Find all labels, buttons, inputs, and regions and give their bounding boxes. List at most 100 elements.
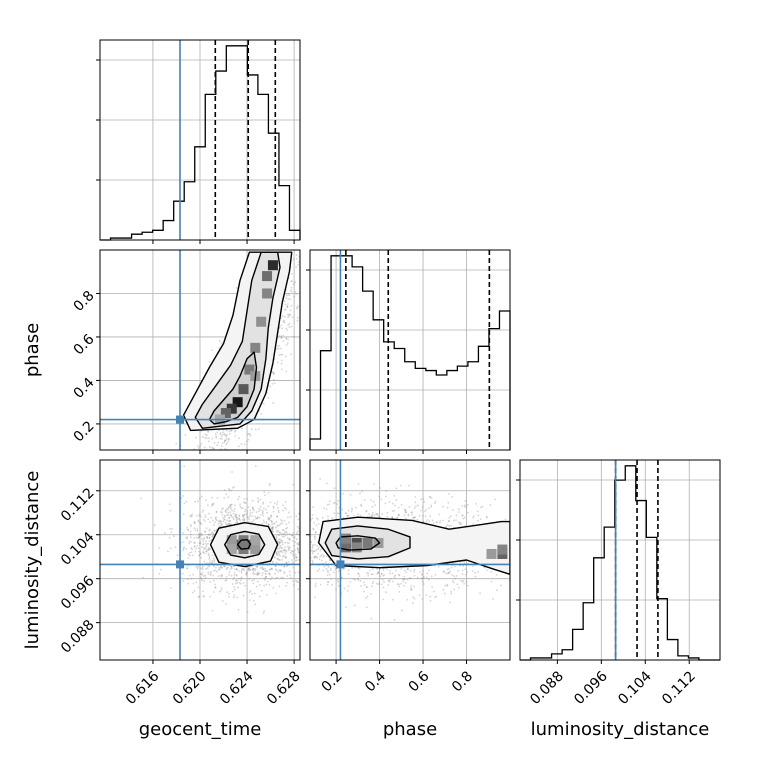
sample-point (278, 543, 281, 545)
sample-point (198, 595, 201, 598)
sample-point (242, 501, 245, 504)
sample-point (189, 536, 192, 539)
sample-point (176, 469, 178, 471)
sample-point (293, 557, 296, 560)
sample-point (267, 518, 270, 521)
sample-point (237, 609, 240, 611)
sample-point (288, 313, 291, 316)
sample-point (381, 513, 384, 516)
sample-point (490, 580, 493, 583)
sample-point (486, 569, 488, 572)
sample-point (242, 517, 245, 519)
sample-point (214, 566, 217, 569)
sample-point (256, 573, 259, 576)
sample-point (227, 496, 230, 499)
sample-point (193, 527, 196, 530)
sample-point (199, 541, 202, 544)
sample-point (446, 524, 449, 527)
sample-point (530, 507, 532, 509)
sample-point (313, 543, 316, 546)
sample-point (347, 509, 350, 512)
sample-point (189, 525, 192, 528)
sample-point (290, 534, 293, 537)
sample-point (254, 568, 257, 570)
sample-point (379, 486, 382, 489)
sample-point (377, 571, 380, 573)
sample-point (391, 510, 394, 512)
sample-point (188, 497, 190, 499)
sample-point (317, 546, 320, 549)
sample-point (278, 569, 281, 572)
sample-point (247, 568, 250, 571)
sample-point (218, 454, 220, 456)
sample-point (393, 577, 396, 580)
sample-point (400, 582, 402, 585)
sample-point (314, 536, 316, 539)
sample-point (230, 514, 233, 516)
sample-point (295, 293, 298, 296)
sample-point (313, 554, 315, 556)
sample-point (280, 569, 282, 572)
sample-point (241, 567, 244, 570)
sample-point (219, 519, 222, 522)
sample-point (260, 509, 262, 511)
sample-point (220, 575, 223, 578)
sample-point (272, 373, 275, 376)
sample-point (287, 511, 290, 514)
sample-point (283, 319, 286, 322)
sample-point (204, 433, 207, 436)
sample-point (280, 337, 283, 340)
sample-point (256, 517, 259, 519)
sample-point (233, 510, 235, 513)
sample-point (402, 580, 405, 583)
sample-point (295, 533, 298, 536)
sample-point (289, 551, 292, 554)
sample-point (196, 529, 199, 532)
sample-point (444, 584, 447, 587)
sample-point (193, 590, 196, 592)
sample-point (205, 434, 208, 437)
sample-point (313, 550, 316, 553)
sample-point (283, 315, 286, 318)
sample-point (301, 555, 303, 557)
sample-point (427, 507, 430, 510)
sample-point (439, 521, 441, 524)
sample-point (426, 519, 429, 521)
sample-point (428, 520, 431, 523)
sample-point (223, 518, 226, 521)
sample-point (229, 514, 232, 517)
sample-point (286, 575, 289, 577)
sample-point (203, 580, 206, 582)
sample-point (208, 360, 211, 363)
sample-point (369, 515, 372, 518)
sample-point (290, 280, 293, 282)
sample-point (214, 474, 216, 476)
sample-point (239, 519, 242, 522)
sample-point (253, 592, 256, 595)
sample-point (277, 530, 280, 533)
sample-point (288, 294, 291, 297)
sample-point (257, 501, 260, 504)
sample-point (254, 569, 256, 572)
sample-point (475, 502, 478, 505)
sample-point (227, 506, 230, 509)
sample-point (251, 511, 254, 514)
sample-point (225, 579, 228, 581)
sample-point (211, 609, 214, 612)
sample-point (240, 582, 242, 585)
sample-point (199, 533, 202, 535)
sample-point (233, 586, 236, 589)
sample-point (371, 513, 374, 516)
sample-point (235, 568, 238, 571)
sample-point (384, 502, 387, 505)
sample-point (243, 514, 246, 517)
sample-point (352, 514, 355, 517)
sample-point (246, 498, 249, 500)
sample-point (408, 577, 411, 580)
sample-point (632, 565, 634, 567)
sample-point (287, 554, 289, 556)
sample-point (388, 501, 391, 503)
sample-point (204, 516, 207, 519)
sample-point (286, 526, 289, 529)
sample-point (338, 506, 341, 509)
